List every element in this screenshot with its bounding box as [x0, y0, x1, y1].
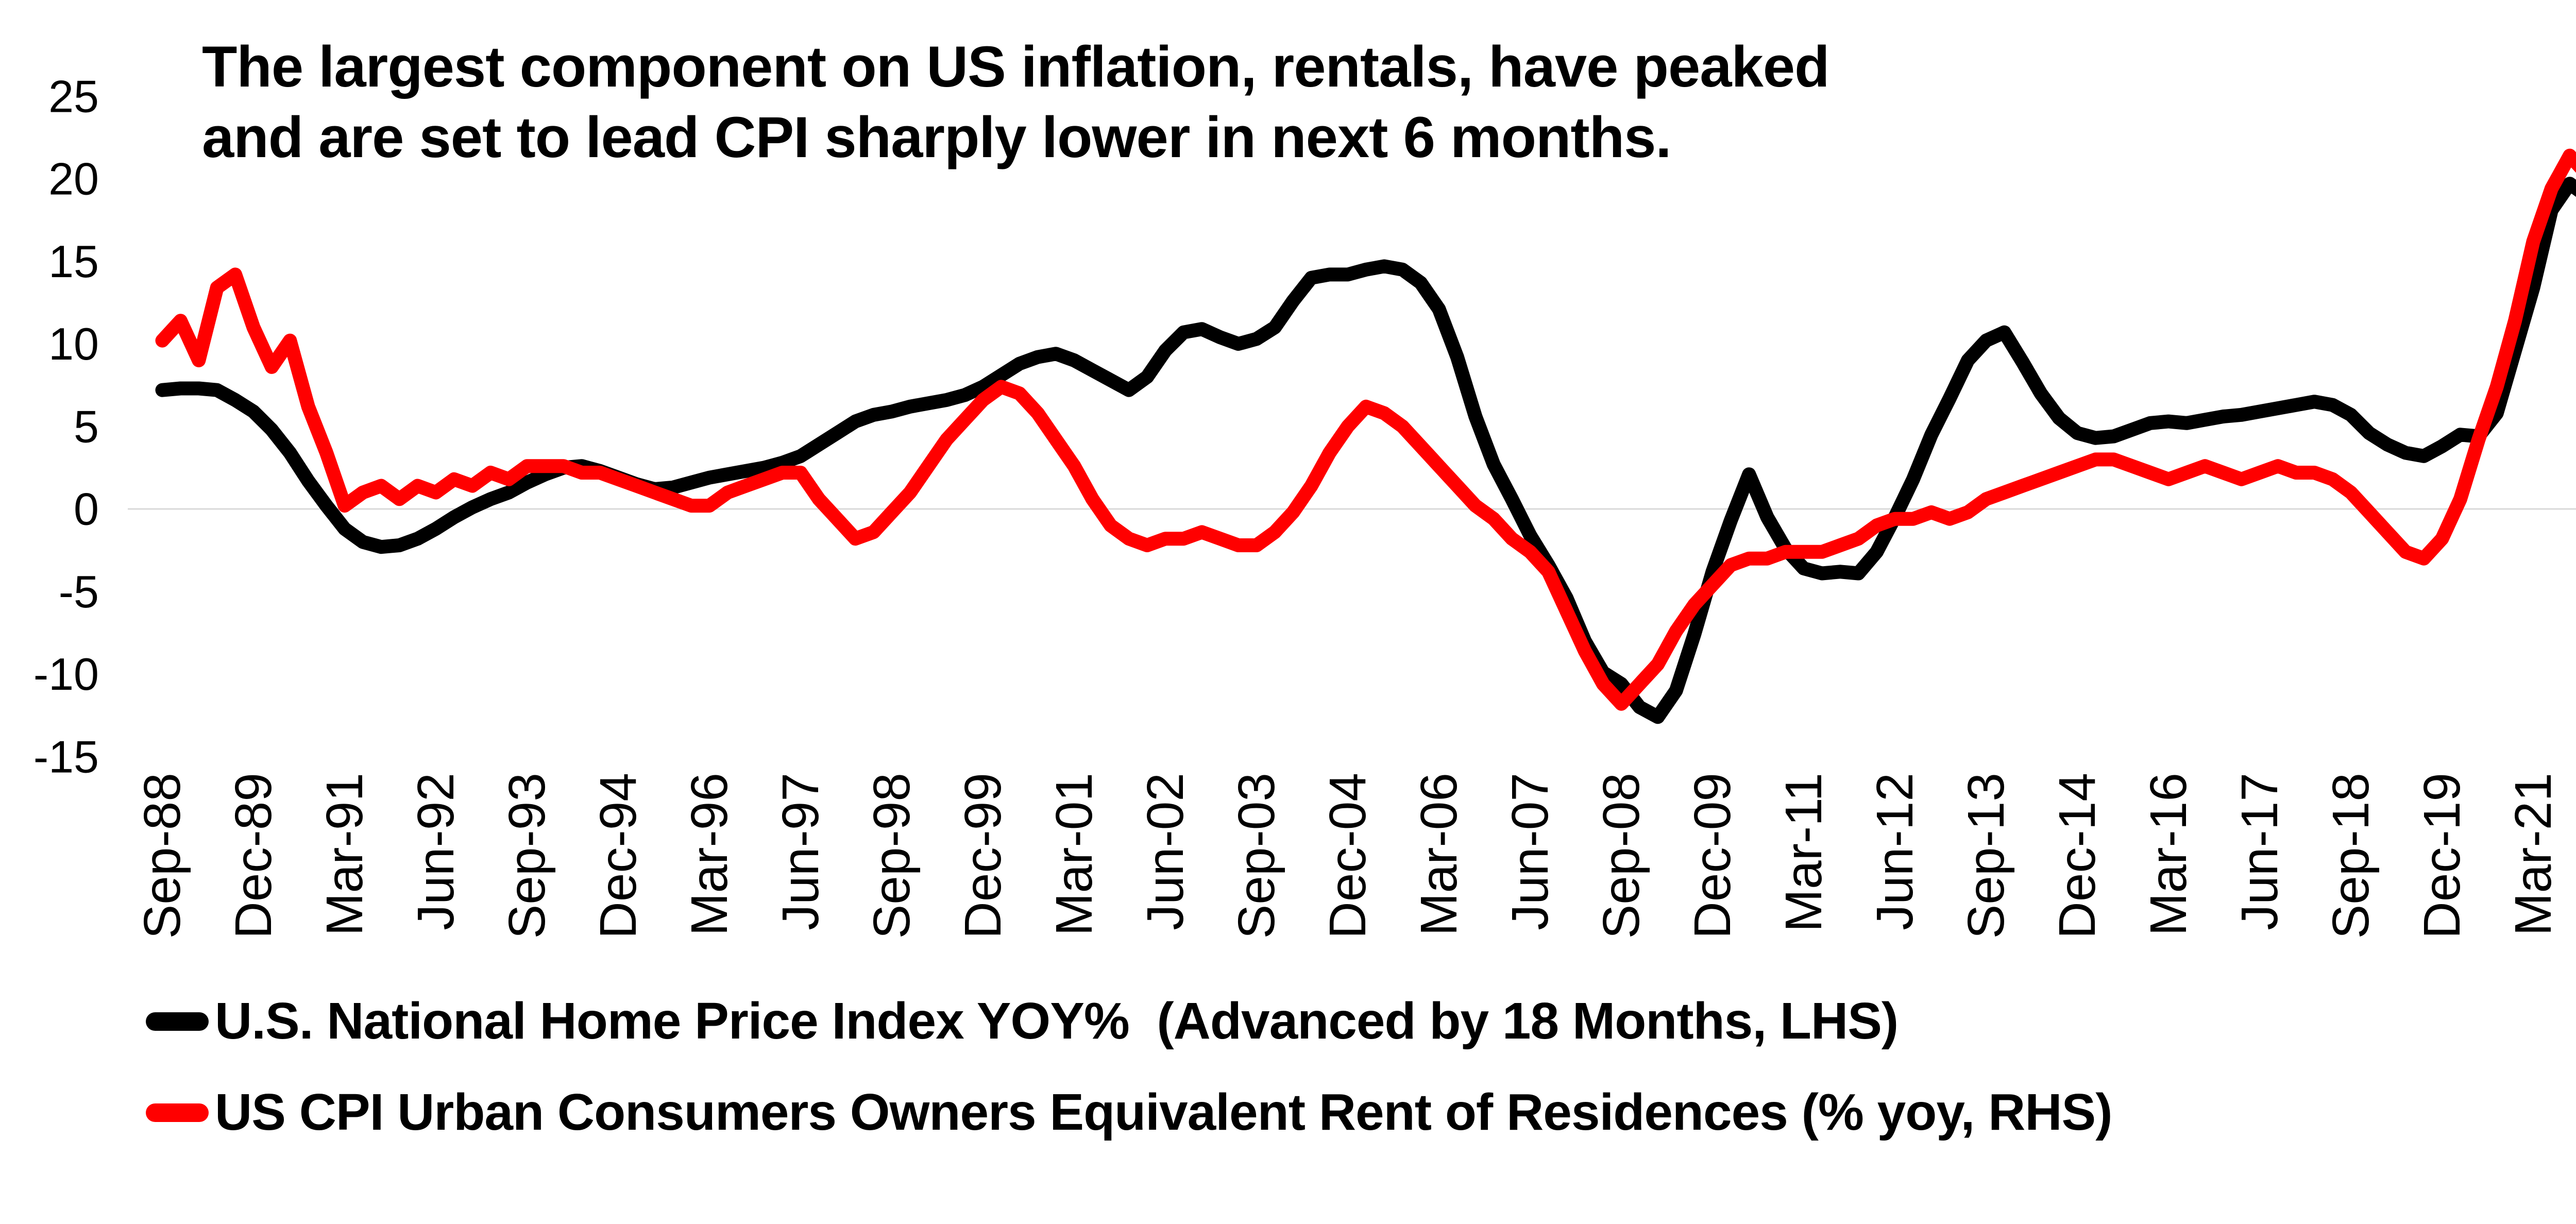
x-axis-tick-label: Mar-01: [1045, 773, 1103, 936]
left-axis-tick-label: 0: [74, 484, 99, 535]
x-axis-tick-label: Jun-92: [407, 773, 465, 930]
x-axis-tick-label: Jun-02: [1137, 773, 1194, 930]
legend-label-home-price: U.S. National Home Price Index YOY% (Adv…: [215, 992, 1899, 1050]
x-axis-tick-label: Dec-19: [2413, 773, 2471, 939]
x-axis-tick-label: Dec-99: [954, 773, 1012, 939]
x-axis-tick-label: Mar-06: [1410, 773, 1468, 936]
left-axis-tick-label: 25: [48, 71, 99, 122]
x-axis-tick-label: Sep-93: [498, 773, 556, 939]
x-axis-tick-label: Dec-14: [2048, 773, 2106, 939]
x-axis-tick-label: Sep-88: [133, 773, 191, 939]
x-axis-tick-label: Jun-17: [2231, 773, 2289, 930]
series-line-oer: [155, 148, 2576, 711]
legend-item-oer: US CPI Urban Consumers Owners Equivalent…: [146, 1083, 2113, 1142]
x-axis-tick-label: Mar-11: [1775, 773, 1833, 932]
chart-title-line1: The largest component on US inflation, r…: [202, 35, 1830, 99]
legend-marker-home-price-icon: [146, 1012, 209, 1031]
x-axis-tick-label: Dec-94: [589, 773, 647, 939]
x-axis-tick-label: Mar-91: [316, 773, 374, 936]
x-axis-tick-label: Dec-89: [225, 773, 282, 939]
left-axis-tick-label: 20: [48, 154, 99, 205]
x-axis-tick-label: Mar-16: [2140, 773, 2197, 936]
left-axis-tick-label: -15: [33, 731, 99, 782]
x-axis-tick-label: Jun-97: [772, 773, 829, 930]
x-axis-tick-label: Jun-12: [1866, 773, 1924, 930]
chart-title: The largest component on US inflation, r…: [202, 32, 1830, 173]
chart-title-line2: and are set to lead CPI sharply lower in…: [202, 105, 1672, 169]
series-line-home-price: [155, 177, 2576, 724]
x-axis-tick-label: Dec-09: [1684, 773, 1741, 939]
x-axis-tick-label: Mar-21: [2504, 773, 2562, 936]
x-axis-tick-label: Sep-13: [1957, 773, 2015, 939]
x-axis-tick-label: Dec-04: [1319, 773, 1377, 939]
left-axis-tick-label: 15: [48, 236, 99, 287]
legend-item-home-price-index: U.S. National Home Price Index YOY% (Adv…: [146, 992, 2112, 1051]
legend-label-oer: US CPI Urban Consumers Owners Equivalent…: [215, 1083, 2113, 1141]
left-axis-tick-label: 5: [74, 401, 99, 452]
legend-marker-oer-icon: [146, 1103, 209, 1122]
x-axis-tick-label: Sep-18: [2322, 773, 2380, 939]
x-axis-tick-label: Mar-96: [681, 773, 738, 936]
x-axis-tick-label: Sep-08: [1592, 773, 1650, 939]
x-axis-tick-label: Sep-03: [1228, 773, 1285, 939]
left-axis-tick-label: -10: [33, 649, 99, 700]
x-axis-tick-label: Jun-07: [1501, 773, 1559, 930]
x-axis-tick-label: Sep-98: [863, 773, 921, 939]
left-axis-tick-label: -5: [59, 566, 99, 617]
left-axis-tick-label: 10: [48, 318, 99, 369]
chart-legend: U.S. National Home Price Index YOY% (Adv…: [146, 992, 2113, 1142]
